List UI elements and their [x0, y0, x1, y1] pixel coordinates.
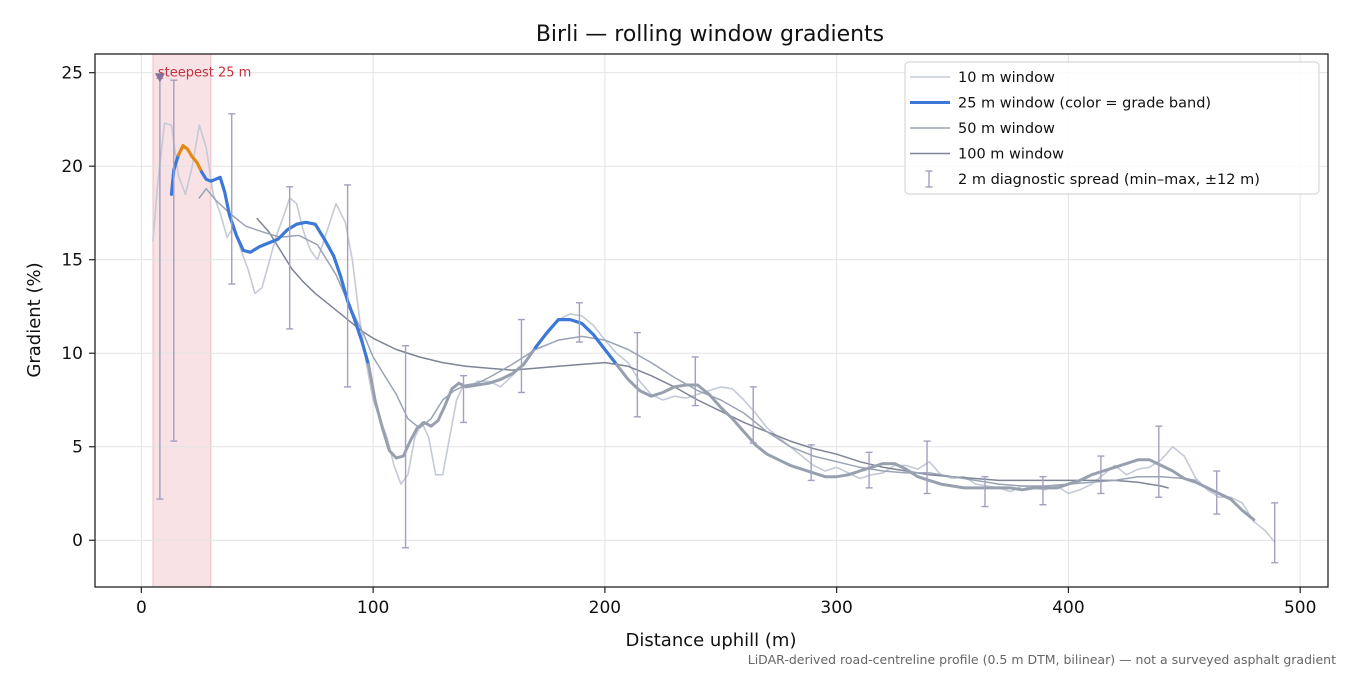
legend-item-spread: 2 m diagnostic spread (min–max, ±12 m) — [925, 170, 1260, 188]
y-axis-label: Gradient (%) — [24, 262, 45, 377]
error-bar-12 — [807, 444, 815, 482]
error-bar-17 — [1097, 455, 1105, 495]
x-axis-label: Distance uphill (m) — [626, 630, 797, 651]
error-bar-7 — [517, 318, 525, 394]
series-w25-segment-3 — [367, 346, 537, 460]
x-tick-label-0: 0 — [136, 598, 147, 618]
legend-item-w25: 25 m window (color = grade band) — [910, 96, 1211, 112]
steepest-annotation: steepest 25 m — [158, 65, 251, 80]
legend-label-spread: 2 m diagnostic spread (min–max, ±12 m) — [958, 172, 1260, 188]
error-bar-13 — [865, 451, 873, 489]
error-bar-16 — [1039, 475, 1047, 506]
error-bar-20 — [1271, 502, 1279, 564]
x-tick-label-2: 200 — [589, 598, 621, 618]
error-bar-18 — [1155, 425, 1163, 498]
series-w100-line — [256, 217, 1169, 489]
legend-item-w50: 50 m window — [910, 121, 1055, 137]
error-bar-1 — [170, 79, 178, 442]
error-bar-15 — [981, 475, 989, 508]
steepest-marker — [154, 73, 165, 83]
legend-item-w10: 10 m window — [910, 70, 1055, 86]
legend-label-w25: 25 m window (color = grade band) — [958, 96, 1211, 112]
plot-frame — [94, 53, 1329, 588]
error-bar-5 — [402, 345, 410, 549]
error-bar-19 — [1213, 470, 1221, 515]
error-bar-3 — [286, 186, 294, 330]
legend-label-w10: 10 m window — [958, 70, 1055, 86]
x-tick-label-3: 300 — [820, 598, 852, 618]
error-bar-9 — [633, 331, 641, 418]
error-bar-11 — [749, 386, 757, 444]
y-tick-label-5: 25 — [61, 64, 83, 84]
legend-label-w100: 100 m window — [958, 147, 1064, 163]
chart-title: Birli — rolling window gradients — [536, 22, 884, 47]
y-tick-label-0: 0 — [72, 531, 83, 551]
series-w25-segment-2 — [200, 170, 371, 366]
legend-item-w100: 100 m window — [910, 147, 1064, 163]
error-bar-6 — [460, 374, 468, 424]
y-tick-label-4: 20 — [61, 157, 83, 177]
legend-frame — [904, 61, 1320, 195]
x-tick-label-1: 100 — [357, 598, 389, 618]
error-bar-10 — [691, 356, 699, 407]
series-w25-segment-5 — [615, 362, 1256, 522]
legend: 10 m window 25 m window (color = grade ba… — [904, 61, 1320, 195]
error-bar-14 — [923, 440, 931, 495]
legend-label-w50: 50 m window — [958, 121, 1055, 137]
error-bar-2 — [228, 113, 236, 285]
x-tick-label-4: 400 — [1052, 598, 1084, 618]
error-bar-4 — [344, 184, 352, 388]
series-w25-segment-1 — [176, 144, 204, 174]
error-bar-8 — [575, 302, 583, 343]
footnote: LiDAR-derived road-centreline profile (0… — [748, 652, 1336, 667]
x-tick-label-5: 500 — [1284, 598, 1316, 618]
series-w50-line — [198, 187, 1197, 487]
y-tick-label-3: 15 — [61, 251, 83, 271]
series-w25-segment-4 — [533, 318, 619, 366]
y-tick-label-1: 5 — [72, 438, 83, 458]
y-tick-label-2: 10 — [61, 344, 83, 364]
